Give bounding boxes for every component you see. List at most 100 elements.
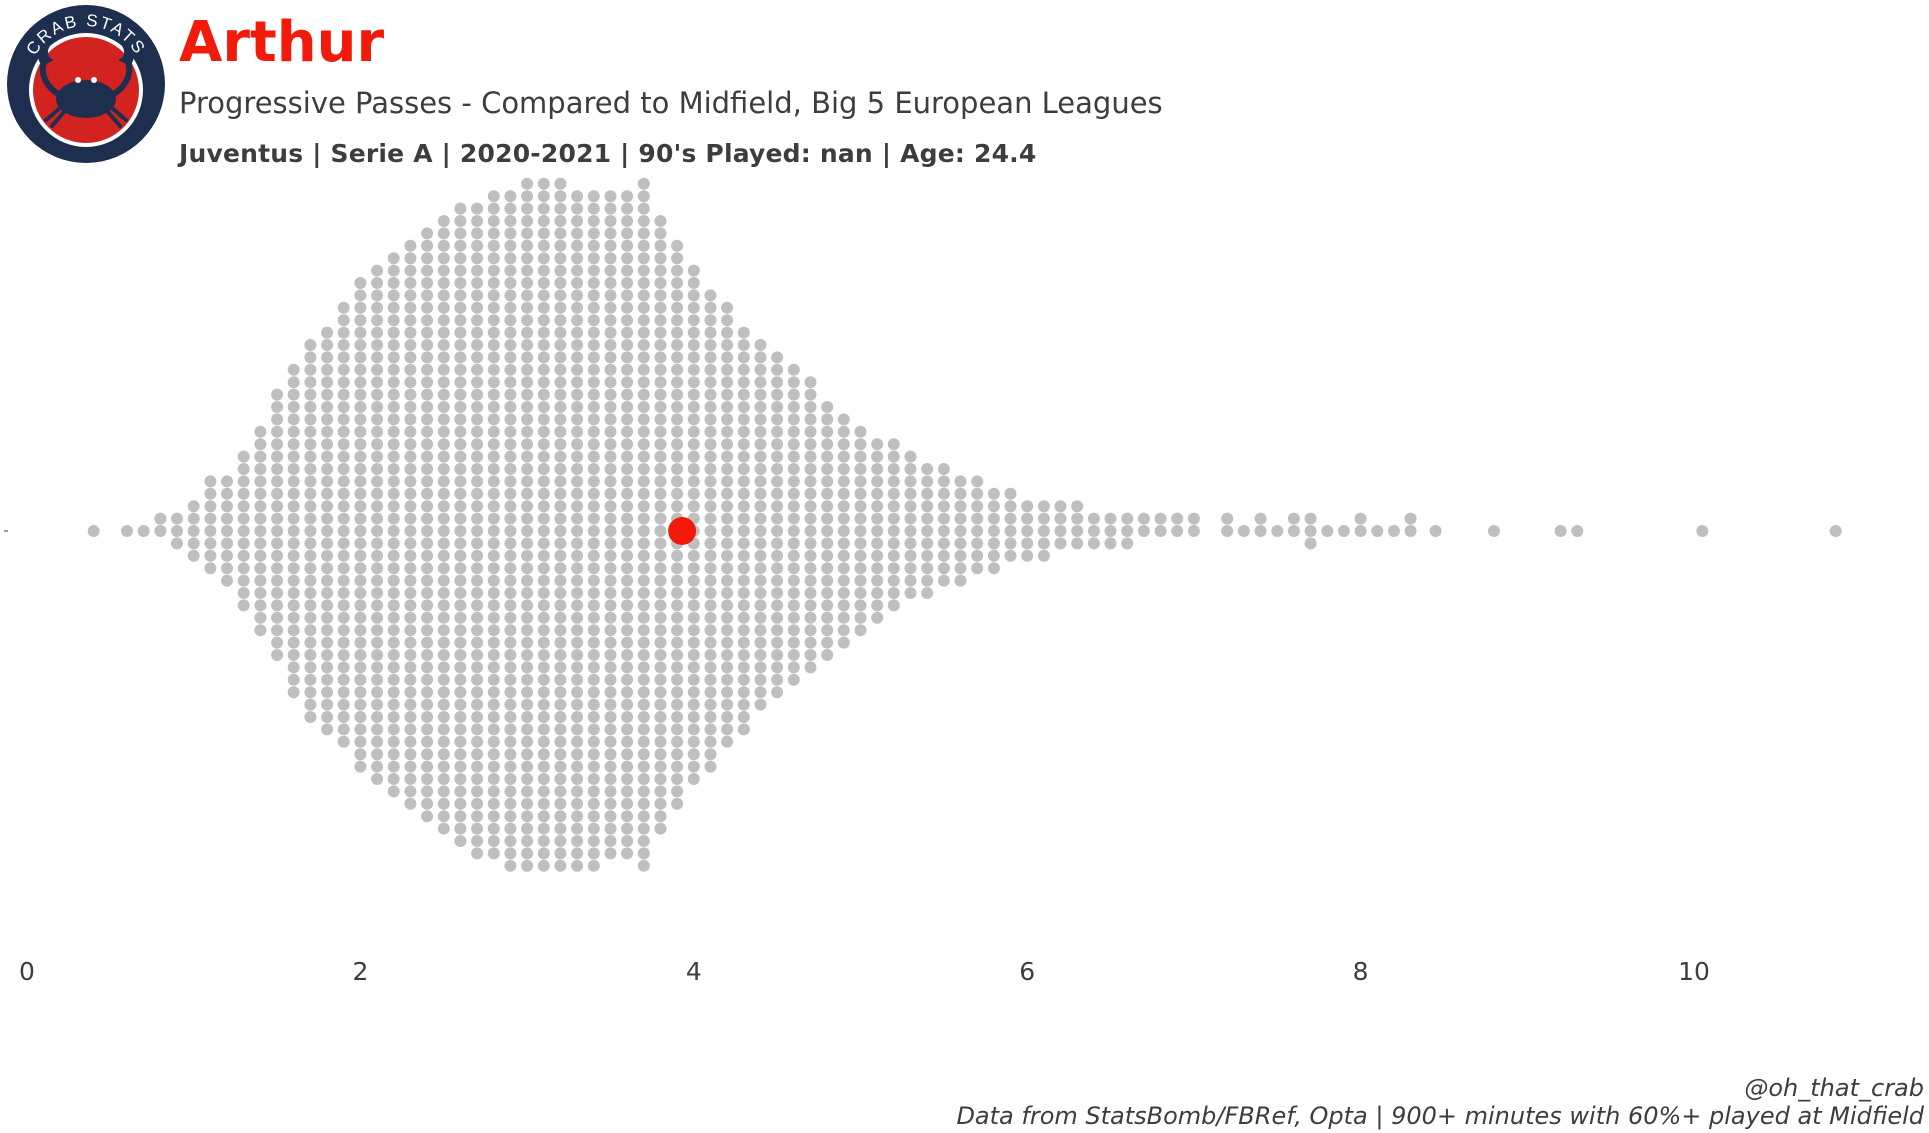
population-dot	[787, 388, 800, 401]
population-dot	[437, 463, 450, 475]
population-dot	[554, 351, 567, 364]
population-dot	[1037, 525, 1050, 537]
population-dot	[304, 711, 317, 723]
population-dot	[321, 413, 334, 426]
population-dot	[1187, 525, 1200, 537]
population-dot	[754, 339, 767, 351]
population-dot	[904, 574, 917, 587]
population-dot	[687, 475, 700, 488]
population-dot	[537, 760, 550, 773]
population-dot	[604, 549, 617, 562]
population-dot	[821, 574, 834, 587]
population-dot	[421, 587, 434, 599]
population-dot	[1071, 512, 1084, 525]
population-dot	[571, 649, 584, 661]
population-dot	[587, 202, 600, 215]
population-dot	[821, 562, 834, 575]
population-dot	[671, 252, 684, 265]
population-dot	[621, 810, 634, 823]
population-dot	[421, 599, 434, 612]
population-dot	[487, 227, 500, 240]
population-dot	[421, 475, 434, 488]
population-dot	[704, 549, 717, 562]
population-dot	[1087, 525, 1100, 537]
population-dot	[704, 723, 717, 736]
population-dot	[287, 438, 300, 451]
population-dot	[737, 475, 750, 488]
population-dot	[687, 351, 700, 364]
population-dot	[454, 723, 467, 736]
population-dot	[721, 487, 734, 500]
population-dot	[504, 190, 517, 203]
population-dot	[804, 487, 817, 500]
population-dot	[737, 711, 750, 723]
population-dot	[421, 611, 434, 624]
population-dot	[387, 698, 400, 711]
population-dot	[354, 587, 367, 599]
population-dot	[421, 537, 434, 550]
population-dot	[554, 698, 567, 711]
population-dot	[254, 599, 267, 612]
population-dot	[654, 822, 667, 835]
population-dot	[454, 301, 467, 314]
population-dot	[404, 661, 417, 674]
population-dot	[354, 661, 367, 674]
population-dot	[521, 649, 534, 661]
population-dot	[1304, 525, 1317, 537]
population-dot	[971, 500, 984, 513]
population-dot	[437, 351, 450, 364]
population-dot	[504, 264, 517, 277]
population-dot	[321, 624, 334, 637]
population-dot	[754, 450, 767, 463]
population-dot	[821, 413, 834, 426]
population-dot	[487, 686, 500, 699]
population-dot	[1171, 525, 1184, 537]
population-dot	[804, 500, 817, 513]
population-dot	[487, 847, 500, 860]
population-dot	[571, 847, 584, 860]
population-dot	[471, 822, 484, 835]
population-dot	[521, 351, 534, 364]
population-dot	[604, 773, 617, 785]
population-dot	[421, 239, 434, 252]
population-dot	[504, 673, 517, 686]
population-dot	[454, 264, 467, 277]
population-dot	[287, 661, 300, 674]
population-dot	[587, 698, 600, 711]
population-dot	[1004, 525, 1017, 537]
population-dot	[454, 326, 467, 339]
population-dot	[621, 339, 634, 351]
population-dot	[637, 661, 650, 674]
population-dot	[737, 326, 750, 339]
population-dot	[187, 500, 200, 513]
data-source-note: Data from StatsBomb/FBRef, Opta | 900+ m…	[956, 1102, 1924, 1130]
population-dot	[621, 698, 634, 711]
population-dot	[621, 549, 634, 562]
population-dot	[587, 797, 600, 810]
population-dot	[454, 549, 467, 562]
population-dot	[404, 785, 417, 798]
player-highlight-dot	[668, 517, 697, 545]
population-dot	[554, 376, 567, 389]
population-dot	[537, 301, 550, 314]
population-dot	[587, 611, 600, 624]
population-dot	[187, 549, 200, 562]
population-dot	[537, 314, 550, 327]
population-dot	[621, 277, 634, 289]
population-dot	[221, 500, 233, 513]
population-dot	[871, 587, 884, 599]
population-dot	[504, 376, 517, 389]
population-dot	[454, 252, 467, 265]
population-dot	[671, 723, 684, 736]
population-dot	[921, 525, 934, 537]
population-dot	[671, 351, 684, 364]
population-dot	[671, 264, 684, 277]
population-dot	[621, 835, 634, 847]
population-dot	[571, 500, 584, 513]
population-dot	[671, 574, 684, 587]
population-dot	[721, 401, 734, 413]
population-dot	[771, 562, 784, 575]
population-dot	[521, 177, 534, 190]
population-dot	[354, 711, 367, 723]
population-dot	[754, 673, 767, 686]
